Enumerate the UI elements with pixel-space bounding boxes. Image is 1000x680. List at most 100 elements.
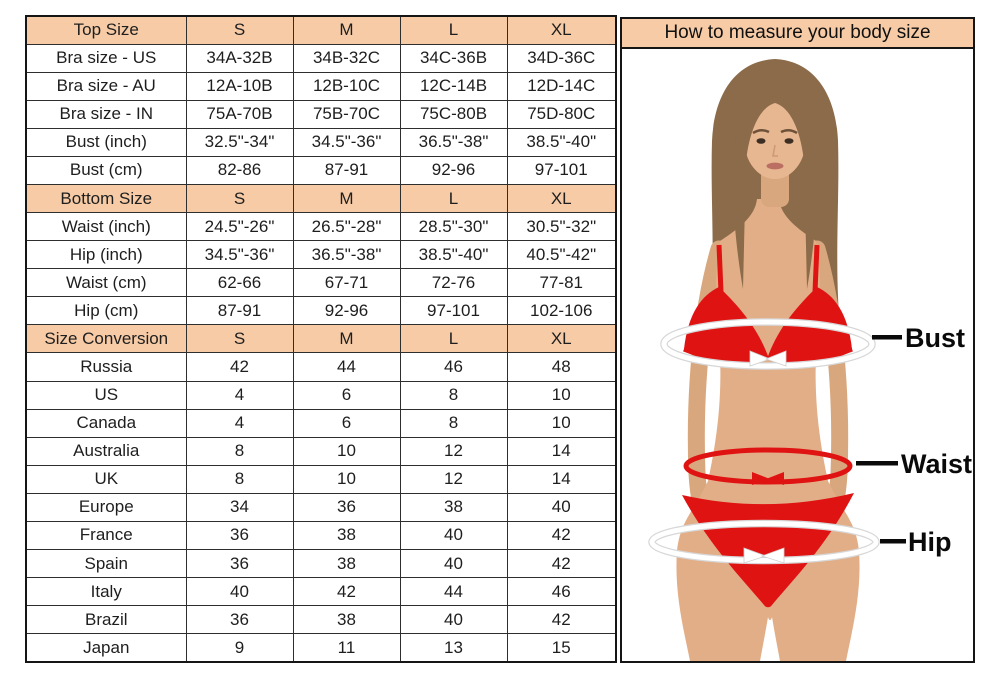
value-cell: 4	[185, 408, 294, 438]
table-row: Australia 8 10 12 14	[25, 436, 617, 466]
section-title-cell: Top Size	[25, 15, 187, 45]
value-cell: 92-96	[292, 296, 401, 326]
table-row: Bra size - US 34A-32B 34B-32C 34C-36B 34D-36…	[25, 43, 617, 73]
row-label-cell: UK	[25, 464, 187, 494]
value-cell: 40	[506, 492, 617, 522]
bust-pointer-line	[872, 335, 902, 340]
table-row: UK 8 10 12 14	[25, 464, 617, 494]
value-cell: 40	[399, 520, 508, 550]
row-label-cell: Bra size - AU	[25, 71, 187, 101]
row-label-cell: US	[25, 380, 187, 410]
size-col-header-cell: M	[292, 324, 401, 354]
value-cell: 75C-80B	[399, 99, 508, 129]
value-cell: 40.5"-42"	[506, 240, 617, 270]
table-row: Waist (inch) 24.5"-26" 26.5"-28" 28.5"-30" 3…	[25, 212, 617, 242]
value-cell: 12C-14B	[399, 71, 508, 101]
waist-measure-ellipse	[683, 447, 853, 485]
value-cell: 38	[292, 520, 401, 550]
leg-gap-shape	[760, 617, 780, 661]
table-row: Hip (inch) 34.5"-36" 36.5"-38" 38.5"-40" 40.…	[25, 240, 617, 270]
value-cell: 40	[399, 605, 508, 635]
value-cell: 6	[292, 408, 401, 438]
waist-label: Waist	[901, 449, 972, 479]
value-cell: 14	[506, 464, 617, 494]
row-label-cell: Canada	[25, 408, 187, 438]
waist-arrow-right	[766, 472, 784, 485]
value-cell: 72-76	[399, 268, 508, 298]
row-label-cell: France	[25, 520, 187, 550]
value-cell: 8	[399, 408, 508, 438]
size-col-header-cell: XL	[506, 324, 617, 354]
hip-pointer-line	[880, 539, 906, 544]
face-shape	[744, 99, 806, 179]
value-cell: 34D-36C	[506, 43, 617, 73]
table-row: Waist (cm) 62-66 67-71 72-76 77-81	[25, 268, 617, 298]
table-row: Spain 36 38 40 42	[25, 548, 617, 579]
bust-label: Bust	[905, 323, 965, 353]
right-bikini-strap	[812, 244, 820, 293]
left-eye	[756, 138, 766, 144]
value-cell: 12A-10B	[185, 71, 294, 101]
value-cell: 34.5"-36"	[185, 240, 294, 270]
value-cell: 44	[399, 577, 508, 607]
value-cell: 46	[399, 352, 508, 382]
value-cell: 10	[506, 408, 617, 438]
value-cell: 40	[399, 548, 508, 579]
value-cell: 12B-10C	[292, 71, 401, 101]
row-label-cell: Italy	[25, 577, 187, 607]
value-cell: 10	[292, 464, 401, 494]
hair-front-left	[732, 97, 775, 289]
hip-arrow-left	[743, 547, 768, 564]
value-cell: 62-66	[185, 268, 294, 298]
guide-title: How to measure your body size	[622, 19, 973, 49]
bust-measure-ellipse-core	[661, 319, 875, 369]
value-cell: 87-91	[185, 296, 294, 326]
value-cell: 42	[506, 548, 617, 579]
value-cell: 36	[185, 520, 294, 550]
value-cell: 75A-70B	[185, 99, 294, 129]
table-row: Bra size - IN 75A-70B 75B-70C 75C-80B 75D-80…	[25, 99, 617, 129]
size-col-header-cell: L	[399, 15, 508, 45]
value-cell: 34A-32B	[185, 43, 294, 73]
measurement-guide-panel: How to measure your body size	[620, 17, 975, 663]
nose-shape	[772, 144, 778, 157]
table-row: Brazil 36 38 40 42	[25, 605, 617, 635]
lips-shape	[766, 162, 784, 170]
value-cell: 13	[399, 633, 508, 663]
table-row: Russia 42 44 46 48	[25, 352, 617, 382]
value-cell: 8	[185, 436, 294, 466]
section-header-row: Bottom Size S M L XL	[25, 183, 617, 214]
right-eyebrow	[780, 129, 798, 135]
value-cell: 34.5"-36"	[292, 127, 401, 157]
left-eyebrow	[752, 129, 770, 135]
value-cell: 32.5"-34"	[185, 127, 294, 157]
value-cell: 8	[185, 464, 294, 494]
value-cell: 38.5"-40"	[506, 127, 617, 157]
table-row: Bust (cm) 82-86 87-91 92-96 97-101	[25, 155, 617, 185]
row-label-cell: Waist (cm)	[25, 268, 187, 298]
table-row: France 36 38 40 42	[25, 520, 617, 550]
value-cell: 42	[185, 352, 294, 382]
value-cell: 38.5"-40"	[399, 240, 508, 270]
value-cell: 87-91	[292, 155, 401, 185]
right-eye	[784, 138, 794, 144]
row-label-cell: Bra size - US	[25, 43, 187, 73]
size-col-header-cell: S	[185, 183, 294, 214]
value-cell: 30.5"-32"	[506, 212, 617, 242]
row-label-cell: Hip (cm)	[25, 296, 187, 326]
size-col-header-cell: L	[399, 183, 508, 214]
hip-arrow-right	[760, 547, 785, 564]
size-col-header-cell: XL	[506, 183, 617, 214]
row-label-cell: Bust (inch)	[25, 127, 187, 157]
size-col-header-cell: L	[399, 324, 508, 354]
row-label-cell: Brazil	[25, 605, 187, 635]
waist-pointer-line	[856, 461, 898, 466]
value-cell: 42	[506, 605, 617, 635]
left-bikini-strap	[716, 244, 724, 293]
value-cell: 97-101	[506, 155, 617, 185]
value-cell: 10	[292, 436, 401, 466]
row-label-cell: Russia	[25, 352, 187, 382]
row-label-cell: Spain	[25, 548, 187, 579]
measurement-figure: Bust Waist Hip	[622, 49, 973, 661]
